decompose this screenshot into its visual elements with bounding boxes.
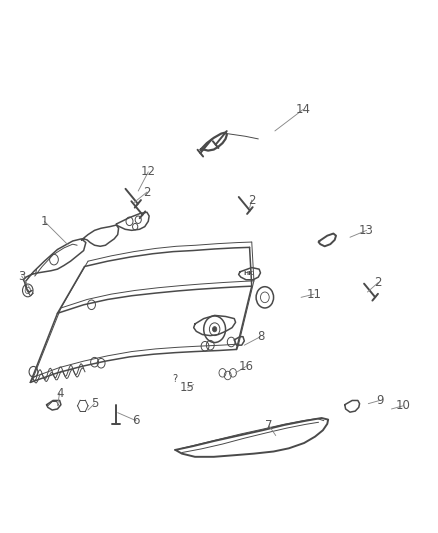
Text: 14: 14 [295, 103, 311, 116]
Text: 4: 4 [56, 386, 64, 400]
Text: HK: HK [244, 271, 254, 276]
Text: 9: 9 [376, 394, 383, 407]
Text: 16: 16 [239, 360, 254, 373]
Text: 7: 7 [265, 419, 273, 432]
Text: 3: 3 [18, 270, 25, 282]
Text: 2: 2 [143, 185, 151, 199]
Text: 1: 1 [41, 215, 48, 228]
Text: 15: 15 [180, 381, 195, 394]
Text: 10: 10 [396, 399, 411, 413]
Text: 5: 5 [91, 397, 98, 410]
Text: 6: 6 [132, 414, 140, 427]
Text: 12: 12 [141, 165, 156, 179]
Circle shape [212, 327, 217, 332]
Text: 11: 11 [307, 288, 321, 301]
Text: 2: 2 [374, 276, 382, 289]
Text: 2: 2 [248, 193, 255, 207]
Text: 13: 13 [359, 224, 374, 237]
Text: 8: 8 [257, 330, 264, 343]
Text: ?: ? [173, 374, 178, 384]
